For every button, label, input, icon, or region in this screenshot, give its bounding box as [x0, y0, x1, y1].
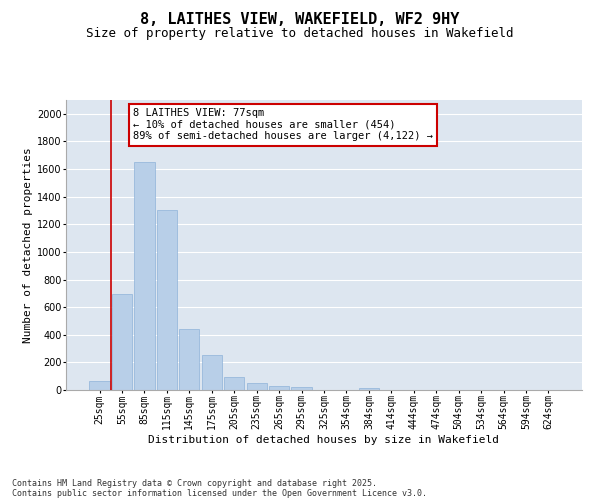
Text: 8, LAITHES VIEW, WAKEFIELD, WF2 9HY: 8, LAITHES VIEW, WAKEFIELD, WF2 9HY: [140, 12, 460, 28]
Text: Size of property relative to detached houses in Wakefield: Size of property relative to detached ho…: [86, 28, 514, 40]
Text: Contains public sector information licensed under the Open Government Licence v3: Contains public sector information licen…: [12, 488, 427, 498]
Bar: [134, 162, 155, 390]
Bar: [179, 328, 199, 390]
Bar: [359, 388, 379, 390]
Bar: [112, 294, 132, 390]
Bar: [157, 210, 177, 390]
X-axis label: Distribution of detached houses by size in Wakefield: Distribution of detached houses by size …: [149, 435, 499, 445]
Bar: [89, 381, 110, 390]
Bar: [247, 383, 267, 390]
Bar: [292, 387, 311, 390]
Y-axis label: Number of detached properties: Number of detached properties: [23, 147, 33, 343]
Text: 8 LAITHES VIEW: 77sqm
← 10% of detached houses are smaller (454)
89% of semi-det: 8 LAITHES VIEW: 77sqm ← 10% of detached …: [133, 108, 433, 142]
Bar: [224, 377, 244, 390]
Bar: [269, 386, 289, 390]
Bar: [202, 355, 222, 390]
Text: Contains HM Land Registry data © Crown copyright and database right 2025.: Contains HM Land Registry data © Crown c…: [12, 478, 377, 488]
